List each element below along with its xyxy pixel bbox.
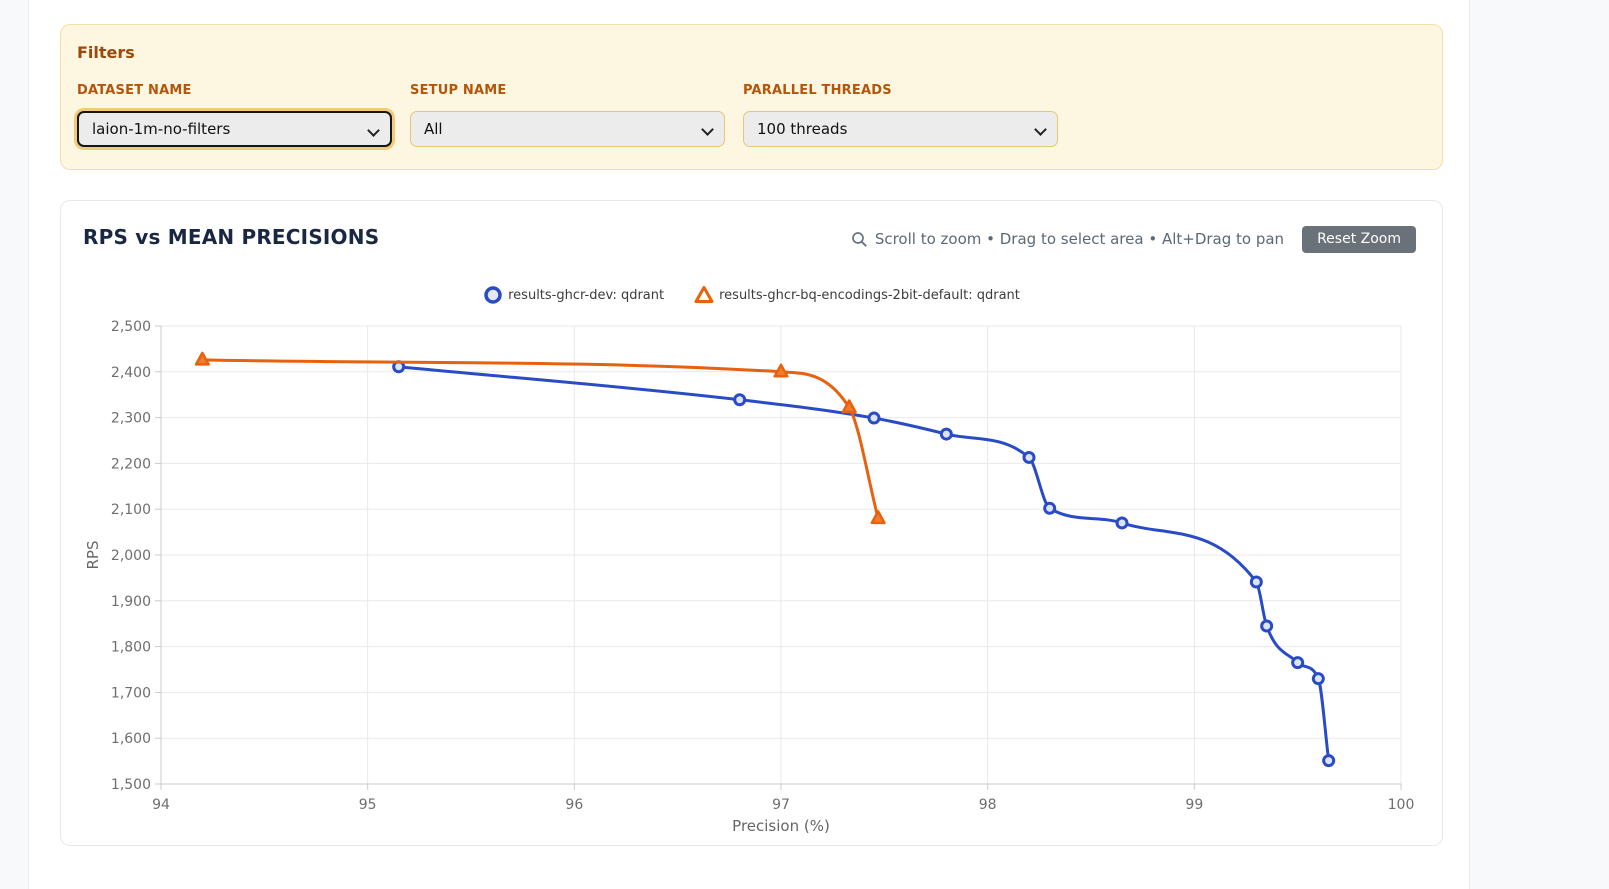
setup-name-label: SETUP NAME (410, 83, 507, 98)
svg-text:2,500: 2,500 (111, 319, 151, 335)
filters-heading: Filters (77, 43, 135, 62)
svg-text:2,100: 2,100 (111, 502, 151, 518)
data-point-circle (1322, 754, 1336, 768)
parallel-threads-select[interactable]: 100 threads (743, 111, 1058, 147)
data-point-circle (1249, 575, 1263, 589)
svg-text:1,600: 1,600 (111, 731, 151, 747)
chart-title: RPS vs MEAN PRECISIONS (83, 225, 380, 249)
data-point-triangle (773, 363, 789, 378)
data-point-circle (1043, 501, 1057, 515)
chart-legend: results-ghcr-dev: qdrant results-ghcr-bq-… (61, 285, 1442, 305)
reset-zoom-button[interactable]: Reset Zoom (1302, 225, 1416, 253)
filter-setup-name: SETUP NAME All (410, 83, 725, 147)
legend-circle-icon (484, 286, 502, 304)
svg-text:2,400: 2,400 (111, 365, 151, 381)
parallel-threads-value: 100 threads (757, 120, 848, 138)
data-point-circle (1311, 672, 1325, 686)
svg-text:2,200: 2,200 (111, 456, 151, 472)
svg-text:2,000: 2,000 (111, 548, 151, 564)
filter-parallel-threads: PARALLEL THREADS 100 threads (743, 83, 1058, 147)
chart-panel: RPS vs MEAN PRECISIONS Scroll to zoom • … (60, 200, 1443, 846)
data-point-circle (867, 411, 881, 425)
parallel-threads-label: PARALLEL THREADS (743, 83, 892, 98)
data-point-circle (1291, 656, 1305, 670)
legend-label: results-ghcr-dev: qdrant (508, 287, 665, 303)
setup-name-value: All (424, 120, 443, 138)
zoom-hint: Scroll to zoom • Drag to select area • A… (851, 230, 1284, 248)
dataset-name-label: DATASET NAME (77, 83, 192, 98)
legend-item[interactable]: results-ghcr-bq-encodings-2bit-default: … (694, 285, 1020, 305)
chevron-down-icon (1036, 125, 1045, 134)
data-point-triangle (841, 399, 857, 414)
svg-text:98: 98 (979, 797, 997, 813)
chart-plot-area[interactable]: 1,500 1,600 1,700 1,800 1,900 2,000 2,100 2,200… (61, 301, 1444, 847)
x-axis-title: Precision (%) (732, 817, 830, 835)
svg-text:1,800: 1,800 (111, 640, 151, 656)
dataset-name-value: laion-1m-no-filters (92, 120, 231, 138)
series-dev (392, 360, 1336, 768)
chevron-down-icon (369, 126, 378, 135)
grid-lines: 1,500 1,600 1,700 1,800 1,900 2,000 2,100 2,200… (111, 319, 1414, 813)
filter-dataset-name: DATASET NAME laion-1m-no-filters (77, 83, 392, 147)
chevron-down-icon (703, 125, 712, 134)
svg-text:2,300: 2,300 (111, 411, 151, 427)
dataset-name-select[interactable]: laion-1m-no-filters (77, 111, 392, 147)
svg-text:1,700: 1,700 (111, 685, 151, 701)
svg-text:100: 100 (1388, 797, 1415, 813)
y-axis-title: RPS (84, 541, 102, 570)
series-bq-2bit (194, 351, 886, 525)
svg-text:95: 95 (359, 797, 377, 813)
filters-panel: Filters DATASET NAME laion-1m-no-filters… (60, 24, 1443, 170)
data-point-circle (733, 393, 747, 407)
data-point-circle (1115, 516, 1129, 530)
svg-text:94: 94 (152, 797, 170, 813)
chart-controls: Scroll to zoom • Drag to select area • A… (851, 225, 1416, 253)
legend-item[interactable]: results-ghcr-dev: qdrant (483, 285, 664, 305)
data-point-circle (1022, 450, 1036, 464)
magnifier-icon (851, 231, 867, 247)
svg-text:1,500: 1,500 (111, 777, 151, 793)
legend-label: results-ghcr-bq-encodings-2bit-default: … (719, 287, 1020, 303)
zoom-hint-text: Scroll to zoom • Drag to select area • A… (874, 230, 1285, 248)
data-point-triangle (870, 510, 886, 525)
svg-text:99: 99 (1185, 797, 1203, 813)
svg-text:97: 97 (772, 797, 790, 813)
setup-name-select[interactable]: All (410, 111, 725, 147)
svg-text:1,900: 1,900 (111, 594, 151, 610)
data-point-circle (939, 427, 953, 441)
page-content: Filters DATASET NAME laion-1m-no-filters… (28, 0, 1470, 889)
svg-text:96: 96 (565, 797, 583, 813)
legend-triangle-icon (694, 286, 714, 303)
data-point-circle (1260, 619, 1274, 633)
data-point-triangle (194, 351, 210, 366)
